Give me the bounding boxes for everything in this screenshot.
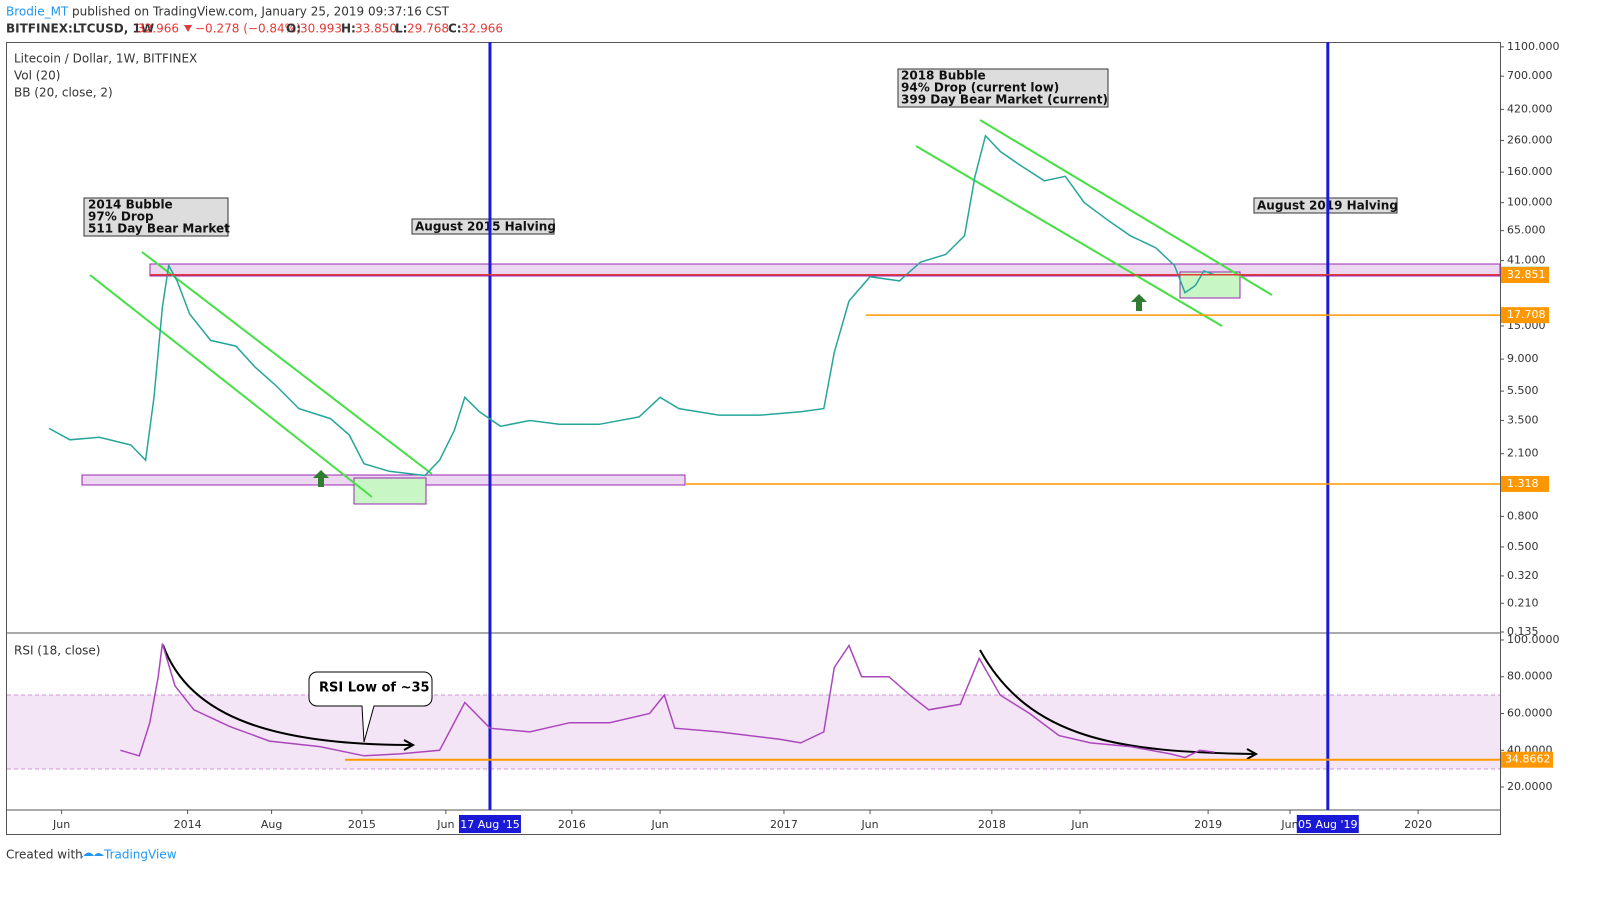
curve-arrow: [162, 644, 413, 746]
open: 30.993: [300, 22, 342, 36]
overlays: [81, 119, 1501, 760]
y-tick-label: 20.0000: [1507, 780, 1553, 793]
legend-bb: BB (20, close, 2): [14, 86, 113, 100]
x-tick-label: Jun: [1280, 818, 1298, 831]
y-tick-label: 41.000: [1507, 254, 1546, 267]
y-tick-label: 0.500: [1507, 540, 1539, 553]
x-tick-label: Jun: [52, 818, 70, 831]
price-label: 17.708: [1507, 308, 1546, 321]
halving-label: 17 Aug '15: [460, 818, 520, 831]
y-tick-label: 80.0000: [1507, 670, 1553, 683]
x-tick-label: Jun: [1070, 818, 1088, 831]
close: 32.966: [461, 22, 503, 36]
frame: [6, 42, 1501, 835]
callout: [308, 671, 433, 743]
y-tick-label: 1100.000: [1507, 40, 1560, 53]
down-icon: [184, 25, 192, 32]
x-tick-label: 2020: [1404, 818, 1432, 831]
x-tick-label: Jun: [860, 818, 878, 831]
legend-title: Litecoin / Dollar, 1W, BITFINEX: [14, 52, 197, 66]
arrow-up: [1131, 294, 1147, 311]
rsi-label: 34.8662: [1505, 753, 1551, 766]
callout-text: RSI Low of ~35: [319, 681, 430, 696]
y-tick-label: 0.800: [1507, 509, 1539, 522]
zone: [1179, 271, 1241, 299]
halving-label: 05 Aug '19: [1298, 818, 1358, 831]
trend-line: [979, 119, 1273, 296]
rsi-band: [7, 695, 1500, 769]
trend-line: [141, 251, 433, 475]
footer-brand[interactable]: TradingView: [103, 848, 177, 862]
y-tick-label: 420.000: [1507, 102, 1553, 115]
change: −0.278 (−0.84%): [195, 22, 301, 36]
price-label-bg: [1501, 307, 1549, 324]
trend-line: [89, 274, 373, 498]
y-tick-label: 700.000: [1507, 69, 1553, 82]
trend-line: [915, 145, 1223, 327]
x-tick-label: Jun: [650, 818, 668, 831]
low: 29.768: [407, 22, 449, 36]
price-line: [48, 134, 1215, 477]
price-label-bg: [1501, 475, 1549, 492]
halving-label-bg: [1296, 815, 1359, 833]
h-label: H:: [341, 22, 356, 36]
halving-label-bg: [458, 815, 521, 833]
x-tick-label: 2017: [770, 818, 798, 831]
footer-created: Created with: [6, 848, 83, 862]
o-label: O:: [286, 22, 301, 36]
y-tick-label: 5.500: [1507, 384, 1539, 397]
zone: [149, 263, 1501, 277]
logo: [82, 852, 104, 858]
symbol: BITFINEX:LTCUSD, 1W: [6, 22, 154, 36]
price-label: 1.318: [1507, 477, 1539, 490]
annotation-text: 399 Day Bear Market (current): [901, 93, 1108, 107]
y-tick-label: 160.000: [1507, 165, 1553, 178]
annotation-text: 511 Day Bear Market: [88, 222, 230, 236]
x-tick-label: 2014: [174, 818, 202, 831]
y-tick-label: 260.000: [1507, 134, 1553, 147]
arrowhead: [1246, 748, 1259, 760]
y-tick-label: 9.000: [1507, 352, 1539, 365]
y-tick-label: 2.100: [1507, 447, 1539, 460]
annotation: 2014 Bubble 97% Drop 511 Day Bear Market…: [83, 68, 1398, 237]
x-tick-label: 2015: [348, 818, 376, 831]
x-tick-label: 2016: [558, 818, 586, 831]
legend-rsi: RSI (18, close): [14, 644, 100, 658]
price-label: 32.851: [1507, 268, 1546, 281]
y-tick-label: 65.000: [1507, 224, 1546, 237]
rsi-line: [120, 643, 1215, 759]
y-tick-label: 0.210: [1507, 596, 1539, 609]
legend-vol: Vol (20): [14, 69, 60, 83]
zone: [353, 477, 427, 505]
x-tick-label: Jun: [436, 818, 454, 831]
price-label-bg: [1501, 266, 1549, 283]
published: published on TradingView.com, January 25…: [72, 5, 450, 19]
y-tick-label: 0.320: [1507, 569, 1539, 582]
curve-arrow: [979, 649, 1256, 755]
y-tick-label: 100.0000: [1507, 633, 1560, 646]
y-tick-label: 3.500: [1507, 413, 1539, 426]
last: 32.966: [137, 22, 179, 36]
x-tick-label: Aug: [261, 818, 282, 831]
x-tick-label: 2018: [978, 818, 1006, 831]
y-tick-label: 60.0000: [1507, 706, 1553, 719]
annotation-text: 2014 Bubble: [88, 198, 173, 212]
arrow-up: [313, 470, 329, 487]
y-tick-label: 100.000: [1507, 196, 1553, 209]
rsi-label-bg: [1501, 751, 1553, 768]
arrowhead: [403, 739, 416, 751]
annotation-text: 2018 Bubble: [901, 69, 986, 83]
high: 33.850: [355, 22, 397, 36]
annotation-text: August 2015 Halving: [415, 220, 556, 234]
annotation-text: 94% Drop (current low): [901, 81, 1059, 95]
x-tick-label: 2019: [1194, 818, 1222, 831]
annotation-text: 97% Drop: [88, 210, 154, 224]
l-label: L:: [395, 22, 407, 36]
c-label: C:: [448, 22, 462, 36]
author[interactable]: Brodie_MT: [6, 5, 69, 19]
y-tick-label: 0.135: [1507, 625, 1539, 638]
